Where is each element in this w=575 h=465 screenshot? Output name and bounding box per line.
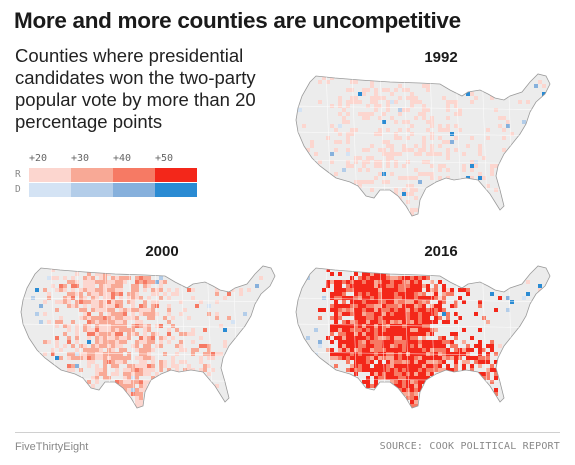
legend-tick-40: +40	[113, 153, 132, 164]
legend-tick-30: +30	[71, 153, 90, 164]
brand-logo-text: FiveThirtyEight	[15, 441, 89, 453]
map-title-2000: 2000	[145, 243, 179, 260]
source-credit: SOURCE: COOK POLITICAL REPORT	[379, 441, 560, 452]
us-map-svg	[20, 265, 276, 409]
legend-swatch-d-1	[71, 183, 113, 197]
us-outline	[295, 73, 551, 217]
map-title-2016: 2016	[424, 243, 458, 260]
county-map-2000	[15, 260, 285, 430]
legend-swatch-r-0	[29, 168, 71, 182]
map-title-1992: 1992	[424, 49, 458, 66]
us-map-svg	[295, 73, 551, 217]
chart-title: More and more counties are uncompetitive	[14, 8, 461, 33]
legend-swatch-d-3	[155, 183, 197, 197]
legend-swatch-d-2	[113, 183, 155, 197]
us-outline	[20, 265, 276, 409]
us-map-svg	[295, 265, 551, 409]
legend-swatch-r-1	[71, 168, 113, 182]
legend-tick-50: +50	[155, 153, 174, 164]
county-map-2016	[290, 260, 560, 430]
legend-label-d: D	[15, 184, 21, 195]
legend-swatch-d-0	[29, 183, 71, 197]
chart-subtitle: Counties where presidential candidates w…	[15, 45, 256, 132]
color-legend: +20 +30 +40 +50 R D	[15, 153, 205, 203]
legend-swatch-r-2	[113, 168, 155, 182]
county-map-1992	[290, 68, 560, 238]
county-cells	[31, 268, 263, 408]
footer-divider	[15, 432, 560, 433]
legend-swatch-r-3	[155, 168, 197, 182]
legend-label-r: R	[15, 169, 21, 180]
us-outline	[295, 265, 551, 409]
legend-tick-20: +20	[29, 153, 48, 164]
